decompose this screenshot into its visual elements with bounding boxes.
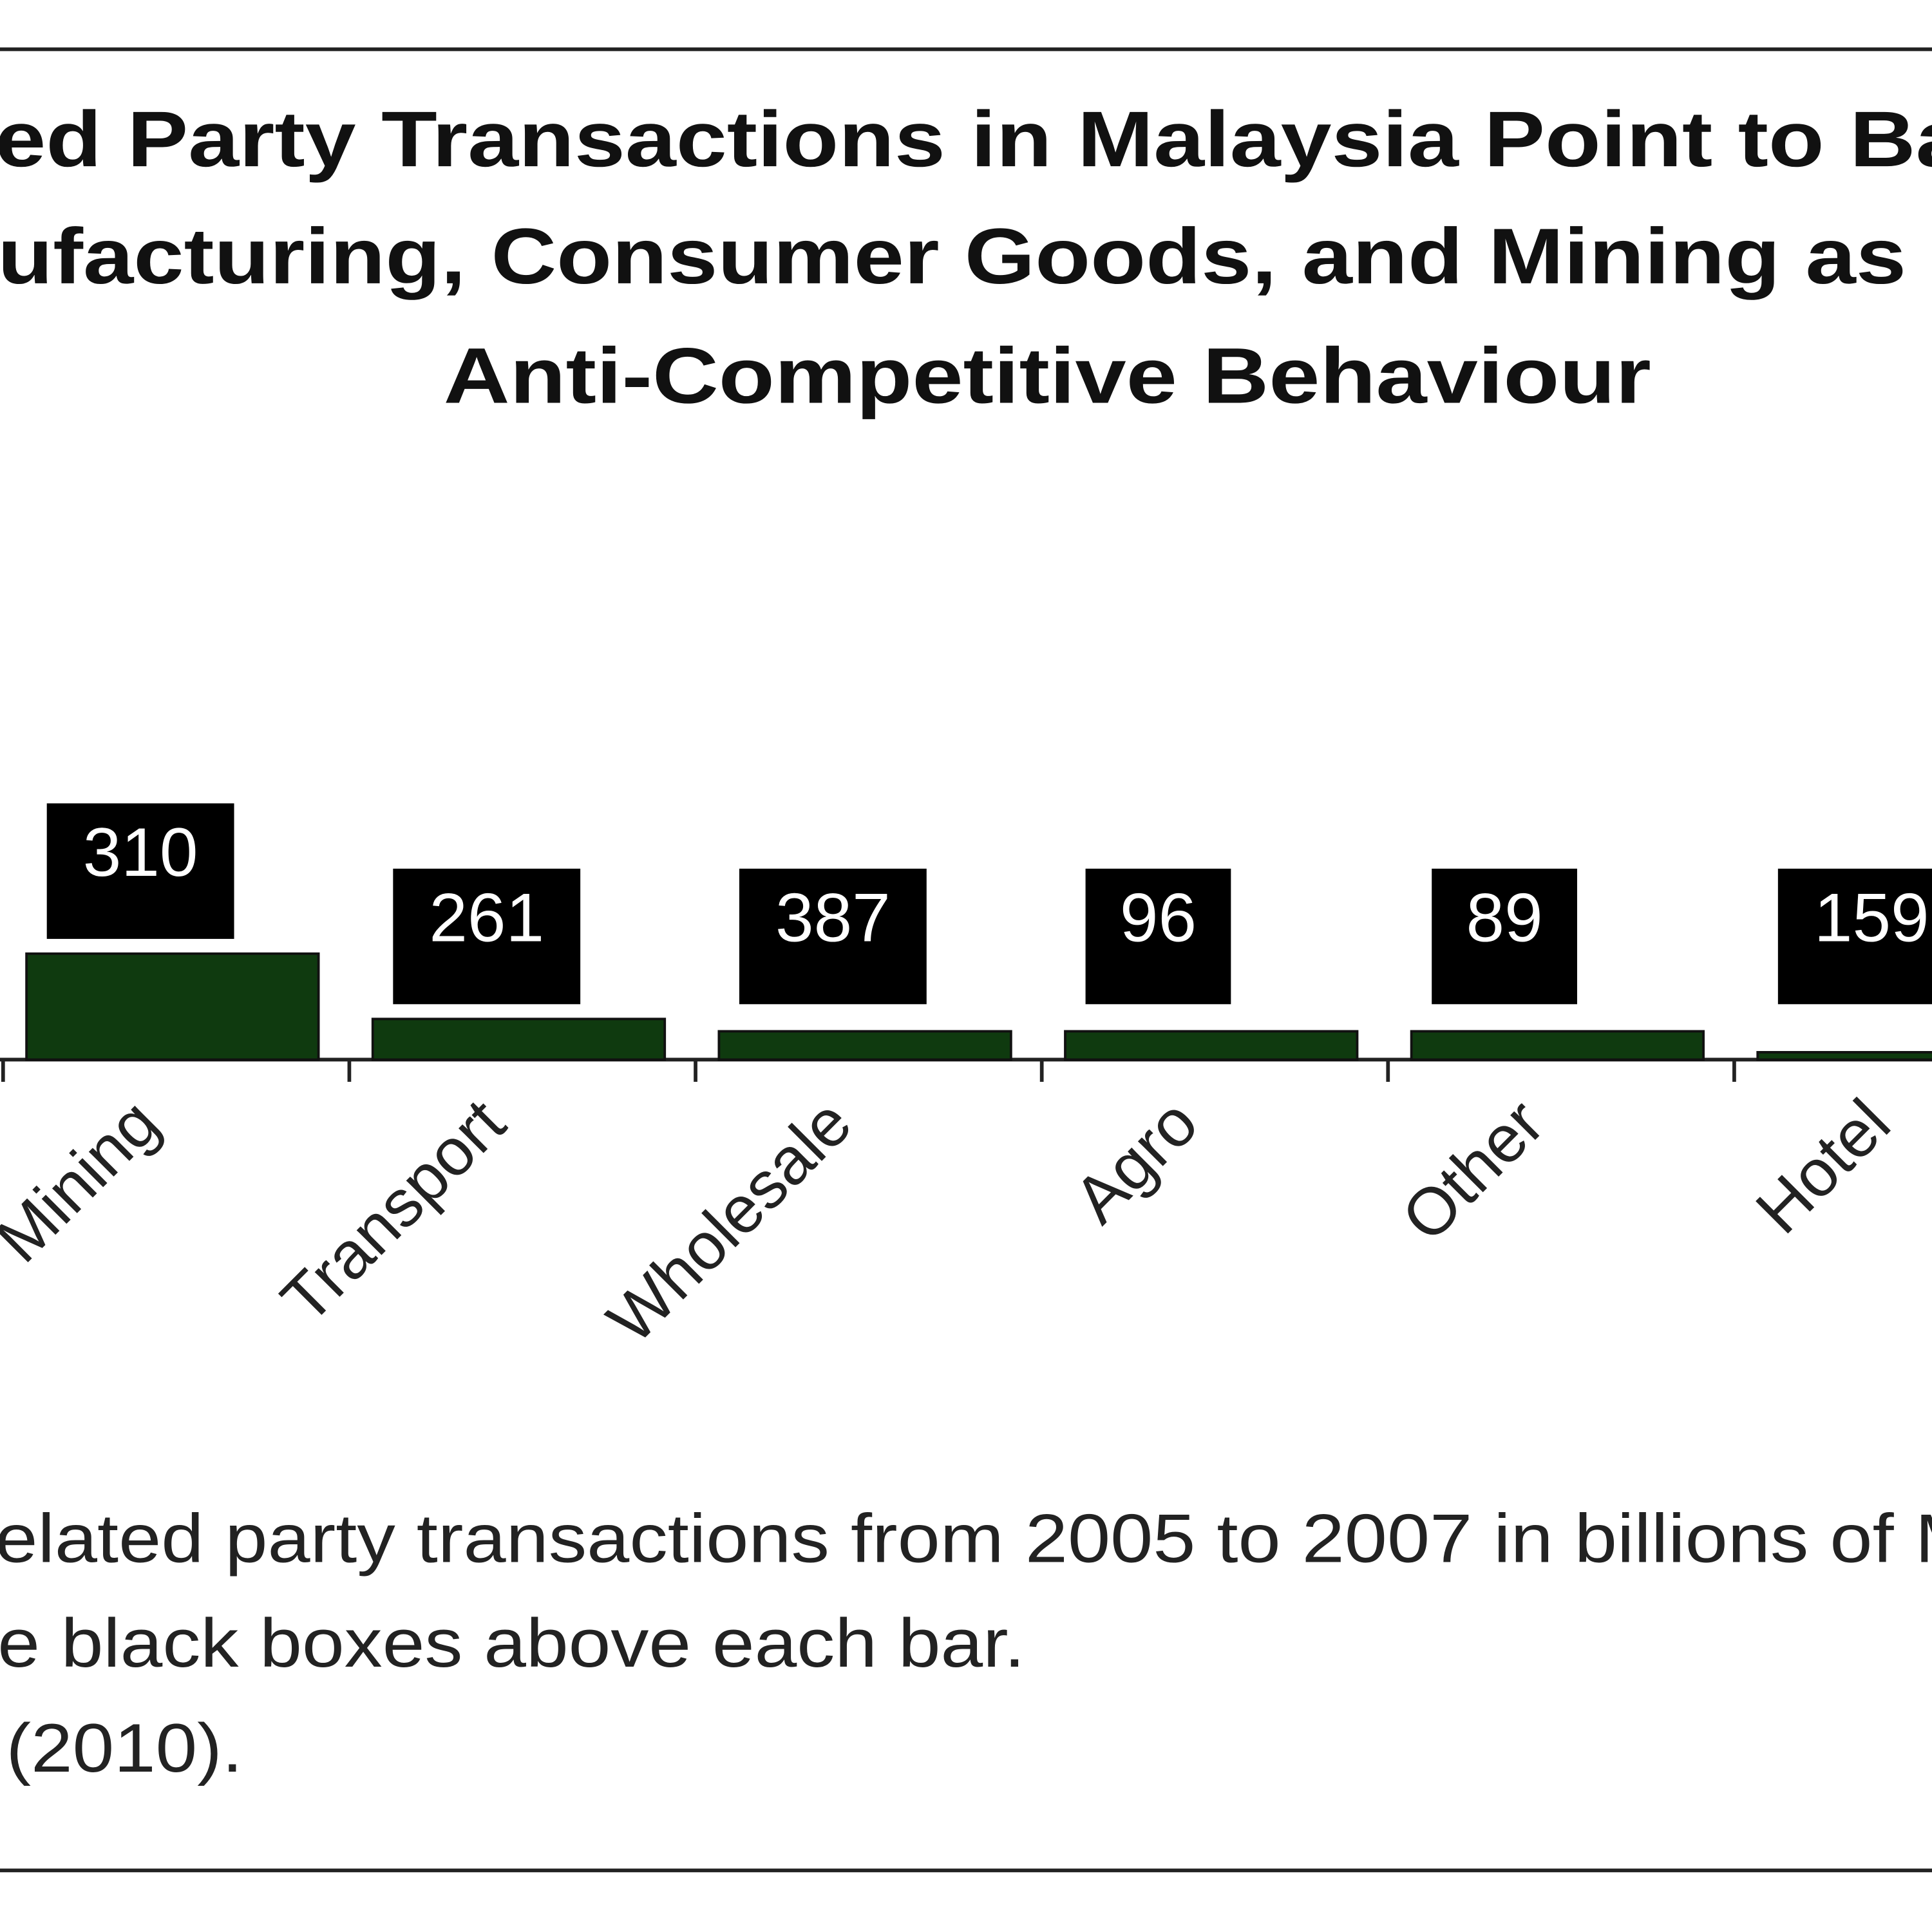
label-box bbox=[393, 868, 581, 1005]
label-box bbox=[1777, 868, 1932, 1005]
bar bbox=[1064, 1030, 1359, 1061]
note: elated party transactions from 2005 to 2… bbox=[0, 1500, 1932, 1577]
data-label: 159 bbox=[1814, 878, 1929, 956]
data-label: 310 bbox=[83, 813, 198, 891]
data-label: 96 bbox=[1120, 878, 1197, 956]
bar bbox=[1410, 1030, 1705, 1061]
chart-title: ed Party Transactions in Malaysia Point … bbox=[0, 95, 1932, 183]
note: e black boxes above each bar. bbox=[0, 1604, 1025, 1681]
chart-title: Anti-Competitive Behaviour bbox=[444, 331, 1651, 419]
label-box bbox=[739, 868, 927, 1005]
bar bbox=[25, 952, 320, 1061]
bar bbox=[1756, 1051, 1932, 1061]
data-label: 387 bbox=[775, 878, 891, 956]
label-box bbox=[46, 803, 234, 939]
label-box bbox=[1085, 868, 1231, 1005]
note: (2010). bbox=[6, 1709, 243, 1786]
label-box bbox=[1432, 868, 1577, 1005]
chart-title: ufacturing, Consumer Goods, and Mining a… bbox=[0, 212, 1932, 300]
bar bbox=[717, 1030, 1012, 1061]
data-label: 89 bbox=[1466, 878, 1543, 956]
data-label: 261 bbox=[429, 878, 544, 956]
bar bbox=[371, 1018, 667, 1061]
